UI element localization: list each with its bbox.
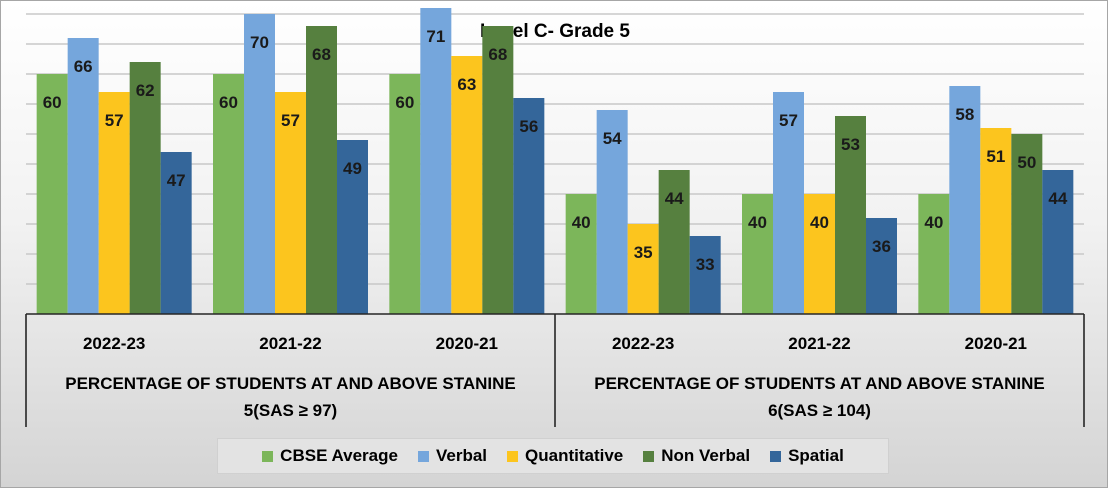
data-label: 44 <box>1048 189 1067 208</box>
data-label: 68 <box>312 45 331 64</box>
legend-swatch <box>643 450 655 462</box>
data-label: 40 <box>924 213 943 232</box>
legend-label: Verbal <box>435 446 488 465</box>
bar-quantitative <box>98 92 130 314</box>
data-label: 58 <box>955 105 974 124</box>
bar-non-verbal <box>1011 134 1043 314</box>
bar-quantitative <box>275 92 306 314</box>
bar-non-verbal <box>482 26 514 314</box>
legend-item-non-verbal: Non Verbal <box>643 446 750 466</box>
data-label: 57 <box>281 111 300 130</box>
legend-label: Quantitative <box>525 446 624 465</box>
data-label: 57 <box>779 111 798 130</box>
data-label: 47 <box>167 171 186 190</box>
bar-non-verbal <box>835 116 866 314</box>
legend-label: CBSE Average <box>280 446 398 465</box>
data-label: 49 <box>343 159 362 178</box>
bar-verbal <box>596 110 628 314</box>
data-label: 36 <box>872 237 891 256</box>
legend-item-verbal: Verbal <box>417 446 488 466</box>
data-label: 35 <box>634 243 653 262</box>
bar-cbse-average <box>565 194 597 314</box>
group-label: PERCENTAGE OF STUDENTS AT AND ABOVE STAN… <box>65 374 516 393</box>
legend-item-cbse-average: CBSE Average <box>262 446 398 466</box>
gridlines <box>26 13 1084 285</box>
bar-non-verbal <box>658 170 690 314</box>
bar-spatial <box>689 236 721 314</box>
bar-quantitative <box>451 56 483 314</box>
bar-cbse-average <box>36 74 68 314</box>
legend-swatch <box>507 450 519 462</box>
bar-spatial <box>337 140 368 314</box>
data-label: 66 <box>74 57 93 76</box>
data-label: 40 <box>572 213 591 232</box>
bar-quantitative <box>804 194 835 314</box>
bar-verbal <box>949 86 981 314</box>
data-label: 50 <box>1017 153 1036 172</box>
data-labels: 60 66 57 62 47 60 70 57 68 49 60 71 63 68 56 40 54 35 44 33… <box>43 27 1068 274</box>
legend-swatch <box>262 450 274 462</box>
group-label: 6(SAS ≥ 104) <box>768 401 871 420</box>
bar-spatial <box>160 152 192 314</box>
bar-spatial <box>866 218 897 314</box>
category-tick-label: 2022-23 <box>612 334 674 353</box>
category-tick-label: 2021-22 <box>788 334 850 353</box>
data-label: 60 <box>43 93 62 112</box>
bar-cbse-average <box>918 194 950 314</box>
group-label: 5(SAS ≥ 97) <box>244 401 337 420</box>
legend-item-spatial: Spatial <box>770 446 844 466</box>
bar-verbal <box>67 38 99 314</box>
legend: CBSE Average Verbal Quantitative Non Verbal… <box>217 438 889 474</box>
data-label: 60 <box>219 93 238 112</box>
data-label: 33 <box>696 255 715 274</box>
bar-quantitative <box>980 128 1012 314</box>
legend-swatch <box>770 450 782 462</box>
legend-label: Non Verbal <box>661 446 751 465</box>
category-tick-label: 2022-23 <box>83 334 145 353</box>
bar-non-verbal <box>306 26 337 314</box>
legend-item-quantitative: Quantitative <box>507 446 623 466</box>
data-label: 40 <box>810 213 829 232</box>
legend-label: Spatial <box>788 446 844 465</box>
category-tick-label: 2020-21 <box>436 334 498 353</box>
group-label: PERCENTAGE OF STUDENTS AT AND ABOVE STAN… <box>594 374 1045 393</box>
category-axis: 2022-23 2021-22 2020-21 2022-23 2021-22 2020-… <box>25 313 1085 427</box>
category-tick-label: 2020-21 <box>965 334 1027 353</box>
data-label: 71 <box>426 27 445 46</box>
bar-verbal <box>244 14 275 314</box>
chart-title: Level C- Grade 5 <box>480 21 630 42</box>
bar-spatial <box>1042 170 1074 314</box>
data-label: 62 <box>136 81 155 100</box>
data-label: 51 <box>986 147 1005 166</box>
data-label: 60 <box>395 93 414 112</box>
data-label: 70 <box>250 33 269 52</box>
bar-cbse-average <box>742 194 773 314</box>
legend-swatch <box>417 450 429 462</box>
bar-spatial <box>513 98 545 314</box>
bar-cbse-average <box>389 74 421 314</box>
bar-quantitative <box>627 224 659 314</box>
category-tick-label: 2021-22 <box>259 334 321 353</box>
data-label: 44 <box>665 189 684 208</box>
bar-non-verbal <box>129 62 161 314</box>
bar-verbal <box>420 8 452 314</box>
data-label: 40 <box>748 213 767 232</box>
bar-cbse-average <box>213 74 244 314</box>
data-label: 63 <box>457 75 476 94</box>
data-label: 68 <box>488 45 507 64</box>
data-label: 53 <box>841 135 860 154</box>
bar-verbal <box>773 92 804 314</box>
data-label: 57 <box>105 111 124 130</box>
data-label: 54 <box>603 129 622 148</box>
data-label: 56 <box>519 117 538 136</box>
bars <box>36 8 1074 314</box>
